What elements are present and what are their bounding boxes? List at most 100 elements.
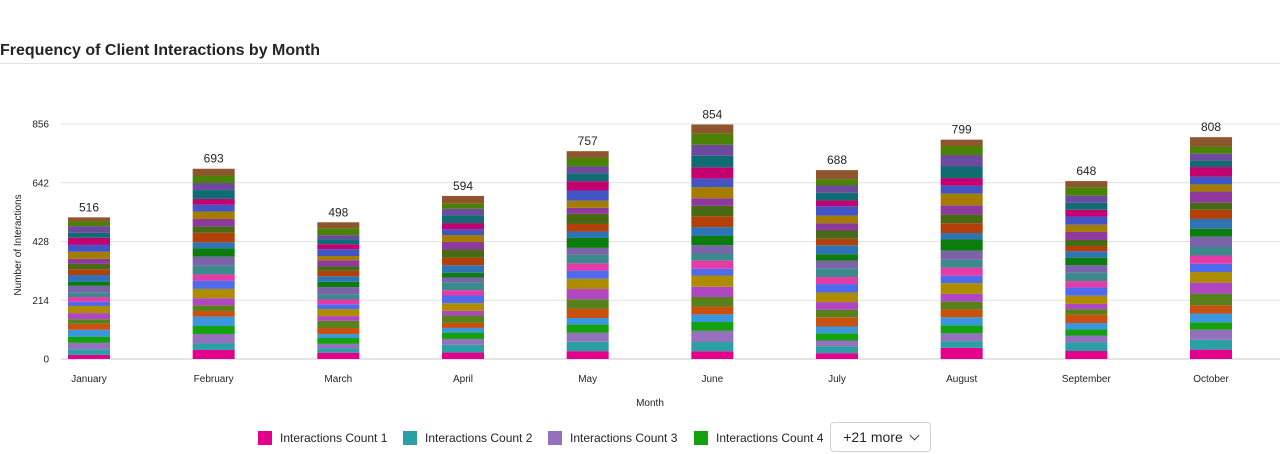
- bar-segment[interactable]: [816, 206, 858, 216]
- bar-segment[interactable]: [1190, 160, 1232, 168]
- bar-segment[interactable]: [816, 340, 858, 347]
- bar-stack[interactable]: 808: [1190, 120, 1232, 359]
- bar-segment[interactable]: [317, 352, 360, 359]
- bar-segment[interactable]: [1065, 287, 1108, 296]
- bar-segment[interactable]: [940, 185, 983, 194]
- bar-segment[interactable]: [317, 244, 360, 250]
- bar-segment[interactable]: [940, 325, 983, 334]
- bar-segment[interactable]: [192, 175, 235, 183]
- bar-segment[interactable]: [691, 235, 734, 246]
- bar-segment[interactable]: [566, 341, 609, 352]
- bar-segment[interactable]: [1065, 239, 1108, 247]
- bar-segment[interactable]: [566, 190, 609, 201]
- bar-segment[interactable]: [68, 226, 110, 233]
- bar-segment[interactable]: [1065, 181, 1108, 188]
- bar-segment[interactable]: [317, 222, 360, 229]
- bar-segment[interactable]: [192, 343, 235, 350]
- bar-segment[interactable]: [940, 233, 983, 240]
- bar-segment[interactable]: [1065, 295, 1108, 304]
- bar-segment[interactable]: [940, 333, 983, 342]
- bar-segment[interactable]: [691, 245, 734, 254]
- bar-segment[interactable]: [68, 349, 110, 355]
- bar-segment[interactable]: [691, 198, 734, 206]
- bar-segment[interactable]: [442, 195, 484, 204]
- bar-segment[interactable]: [1065, 342, 1108, 352]
- bar-segment[interactable]: [940, 250, 983, 260]
- bar-segment[interactable]: [691, 178, 734, 188]
- bar-segment[interactable]: [566, 278, 609, 290]
- bar-segment[interactable]: [317, 228, 360, 236]
- bar-segment[interactable]: [317, 304, 360, 310]
- bar-segment[interactable]: [68, 237, 110, 245]
- legend-item[interactable]: Interactions Count 2: [403, 431, 532, 445]
- bar-segment[interactable]: [816, 302, 858, 310]
- bar-segment[interactable]: [317, 320, 360, 328]
- bar-stack[interactable]: 688: [816, 153, 858, 359]
- bar-segment[interactable]: [1065, 265, 1108, 273]
- bar-segment[interactable]: [1190, 313, 1232, 323]
- bar-segment[interactable]: [566, 332, 609, 342]
- bar-segment[interactable]: [192, 280, 235, 289]
- bar-segment[interactable]: [566, 237, 609, 248]
- bar-segment[interactable]: [691, 227, 734, 236]
- bar-segment[interactable]: [691, 187, 734, 199]
- bar-segment[interactable]: [442, 215, 484, 224]
- bar-segment[interactable]: [442, 295, 484, 304]
- bar-segment[interactable]: [1190, 236, 1232, 247]
- bar-segment[interactable]: [192, 198, 235, 205]
- bar-segment[interactable]: [192, 316, 235, 326]
- bar-segment[interactable]: [317, 334, 360, 339]
- bar-segment[interactable]: [192, 274, 235, 281]
- bar-segment[interactable]: [816, 230, 858, 239]
- bar-segment[interactable]: [68, 301, 110, 306]
- bar-segment[interactable]: [566, 173, 609, 182]
- bar-segment[interactable]: [1065, 251, 1108, 258]
- bar-segment[interactable]: [816, 215, 858, 224]
- bar-segment[interactable]: [940, 301, 983, 310]
- bar-segment[interactable]: [442, 257, 484, 266]
- bar-segment[interactable]: [192, 265, 235, 275]
- legend-more-button[interactable]: +21 more: [830, 422, 931, 452]
- bar-segment[interactable]: [317, 281, 360, 288]
- bar-segment[interactable]: [566, 213, 609, 224]
- bar-segment[interactable]: [192, 211, 235, 219]
- bar-segment[interactable]: [816, 245, 858, 255]
- bar-segment[interactable]: [566, 289, 609, 300]
- bar-segment[interactable]: [192, 310, 235, 317]
- bar-segment[interactable]: [566, 318, 609, 325]
- bar-segment[interactable]: [1190, 146, 1232, 154]
- bar-segment[interactable]: [317, 338, 360, 344]
- bar-segment[interactable]: [1065, 257, 1108, 266]
- bar-segment[interactable]: [816, 333, 858, 341]
- bar-segment[interactable]: [691, 155, 734, 168]
- bar-segment[interactable]: [192, 298, 235, 306]
- bar-segment[interactable]: [1190, 349, 1232, 359]
- bar-segment[interactable]: [192, 190, 235, 199]
- bar-segment[interactable]: [68, 263, 110, 270]
- bar-segment[interactable]: [1065, 309, 1108, 315]
- bar-segment[interactable]: [1065, 202, 1108, 210]
- bar-segment[interactable]: [192, 242, 235, 249]
- bar-segment[interactable]: [192, 305, 235, 311]
- bar-segment[interactable]: [940, 275, 983, 284]
- bar-segment[interactable]: [442, 203, 484, 209]
- bar-segment[interactable]: [691, 167, 734, 179]
- bar-segment[interactable]: [1065, 195, 1108, 203]
- bar-segment[interactable]: [1190, 305, 1232, 314]
- bar-segment[interactable]: [1065, 209, 1108, 217]
- bar-segment[interactable]: [68, 217, 110, 222]
- bar-segment[interactable]: [566, 157, 609, 167]
- bar-segment[interactable]: [816, 292, 858, 303]
- bar-segment[interactable]: [566, 200, 609, 208]
- bar-segment[interactable]: [566, 254, 609, 264]
- bar-segment[interactable]: [442, 310, 484, 316]
- bar-segment[interactable]: [192, 288, 235, 299]
- bar-segment[interactable]: [68, 354, 110, 359]
- bar-segment[interactable]: [816, 179, 858, 186]
- bar-segment[interactable]: [442, 290, 484, 296]
- bar-segment[interactable]: [1065, 216, 1108, 225]
- bar-segment[interactable]: [442, 265, 484, 273]
- bar-segment[interactable]: [68, 319, 110, 324]
- bar-segment[interactable]: [816, 200, 858, 207]
- bar-segment[interactable]: [940, 341, 983, 348]
